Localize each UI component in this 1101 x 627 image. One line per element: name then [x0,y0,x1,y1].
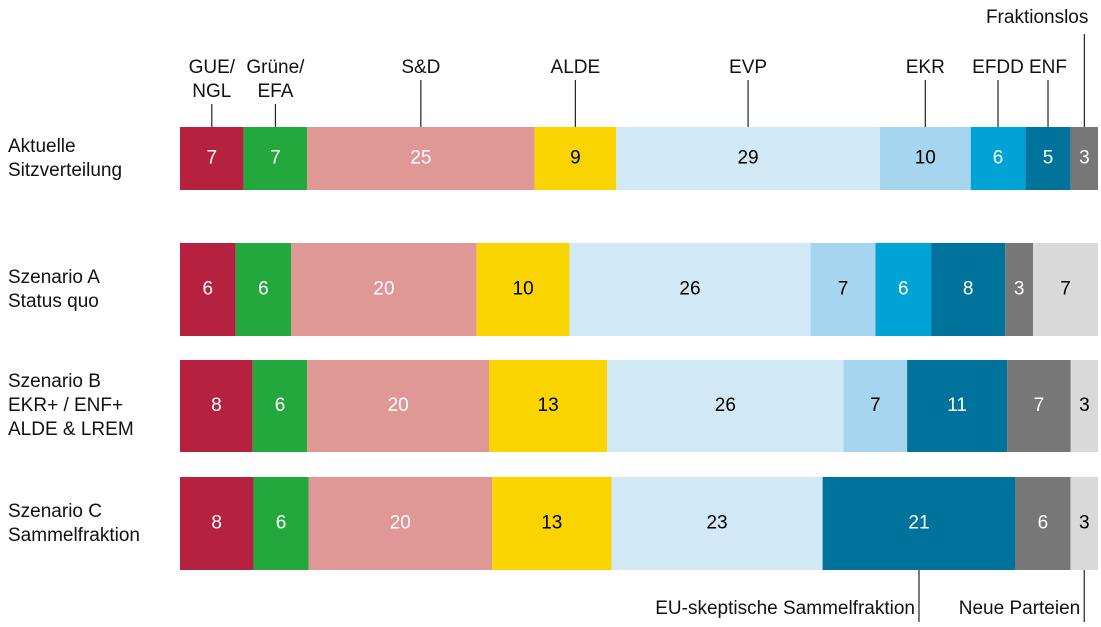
row-label: Szenario C Sammelfraktion [8,500,140,546]
bar-segment [970,127,1026,190]
bar-segment [180,243,236,336]
value-label: 11 [947,395,967,416]
bar-segment [308,477,493,570]
row-label: Aktuelle Sitzverteilung [8,135,123,181]
bar-segment [253,477,309,570]
value-label: 8 [211,395,222,416]
bar-segment [492,477,612,570]
series-label: ENF [1029,57,1067,78]
value-label: 10 [513,279,534,300]
value-label: 20 [373,279,394,300]
series-label: Neue Parteien [958,598,1081,619]
value-label: 13 [538,395,559,416]
value-label: 6 [258,279,269,300]
value-label: 6 [1038,513,1049,534]
bar-segment [1025,127,1071,190]
bar-segment [1070,477,1098,570]
bar-segment [180,477,254,570]
bar-segment [307,127,535,190]
bar-segment [843,360,908,452]
value-label: 9 [570,148,581,169]
value-label: 6 [203,279,214,300]
bar-segment [875,243,932,336]
bar-segment [569,243,811,336]
value-label: 20 [390,513,411,534]
series-label: GUE/ NGL [188,57,236,102]
value-label: 29 [737,148,758,169]
bar-segment [810,243,876,336]
bar-segment [252,360,308,452]
value-label: 6 [275,395,286,416]
value-label: 6 [276,513,287,534]
series-label: ALDE [550,57,601,78]
value-label: 7 [870,395,881,416]
bar-segment [607,360,844,452]
bar-segment [243,127,308,190]
value-label: 3 [1079,148,1090,169]
value-label: 21 [908,513,929,534]
value-label: 20 [388,395,409,416]
series-label: EU-skeptische Sammelfraktion [655,598,915,619]
bar-segment [822,477,1016,570]
value-label: 7 [838,279,849,300]
value-label: 6 [993,148,1004,169]
value-label: 3 [1079,513,1090,534]
value-label: 5 [1043,148,1054,169]
bar-segment [611,477,823,570]
value-label: 13 [541,513,562,534]
value-label: 26 [715,395,736,416]
series-label: Fraktionslos [985,7,1089,28]
bar-segment [180,127,244,190]
bar-segment [489,360,608,452]
bar-segment [235,243,292,336]
series-label: EFDD [972,57,1024,78]
value-label: 8 [211,513,222,534]
bar-segment [1005,243,1034,336]
value-label: 3 [1079,395,1090,416]
value-label: 7 [270,148,281,169]
series-label: EKR [905,57,945,78]
value-label: 10 [915,148,936,169]
value-label: 7 [1060,279,1071,300]
bar-segment [1033,243,1098,336]
bar-segment [879,127,971,190]
series-label: EVP [729,57,768,78]
bar-segment [616,127,880,190]
bar-segment [180,360,253,452]
bar-segment [907,360,1008,452]
bar-segment [534,127,617,190]
bar-segment [1070,127,1098,190]
series-label: Grüne/ EFA [246,57,305,102]
row-label: Szenario B EKR+ / ENF+ ALDE & LREM [8,371,134,440]
row-label: Szenario A Status quo [8,266,100,312]
bar-segment [1007,360,1071,452]
bar-segment [307,360,490,452]
value-label: 3 [1014,279,1025,300]
value-label: 6 [898,279,909,300]
value-label: 7 [1034,395,1045,416]
bar-segment [291,243,477,336]
value-label: 23 [706,513,727,534]
series-label: S&D [401,57,441,78]
bar-segment [1015,477,1071,570]
value-label: 25 [410,148,431,169]
bar-segment [476,243,570,336]
value-label: 7 [207,148,218,169]
bar-segment [1070,360,1098,452]
bar-segment [931,243,1006,336]
value-label: 26 [679,279,700,300]
value-label: 8 [963,279,974,300]
